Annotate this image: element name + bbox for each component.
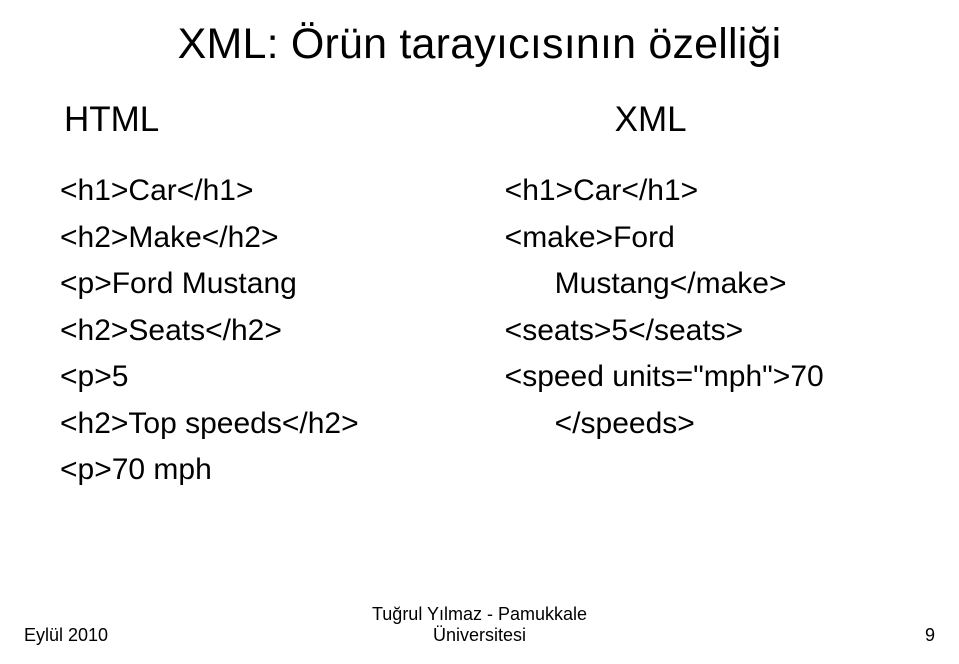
code-line: <h2>Seats</h2> bbox=[60, 308, 454, 355]
slide-title: XML: Örün tarayıcısının özelliği bbox=[0, 20, 959, 69]
code-line: <p>Ford Mustang bbox=[60, 261, 454, 308]
code-line: <make>Ford bbox=[505, 215, 899, 262]
code-line: <p>5 bbox=[60, 354, 454, 401]
left-heading: HTML bbox=[60, 100, 454, 140]
code-line: <p>70 mph bbox=[60, 447, 454, 494]
code-line: <h2>Top speeds</h2> bbox=[60, 401, 454, 448]
code-line: <h2>Make</h2> bbox=[60, 215, 454, 262]
code-line: <speed units="mph">70 bbox=[505, 354, 899, 401]
code-line: <seats>5</seats> bbox=[505, 308, 899, 355]
footer: Eylül 2010 Tuğrul Yılmaz - Pamukkale Üni… bbox=[24, 604, 935, 646]
slide: XML: Örün tarayıcısının özelliği HTML <h… bbox=[0, 0, 959, 664]
code-line: <h1>Car</h1> bbox=[505, 168, 899, 215]
footer-center: Tuğrul Yılmaz - Pamukkale Üniversitesi bbox=[328, 604, 632, 646]
left-column: HTML <h1>Car</h1> <h2>Make</h2> <p>Ford … bbox=[60, 100, 454, 494]
right-heading: XML bbox=[505, 100, 899, 140]
footer-page-number: 9 bbox=[631, 625, 935, 646]
code-line: </speeds> bbox=[505, 401, 899, 448]
footer-left: Eylül 2010 bbox=[24, 625, 328, 646]
right-column: XML <h1>Car</h1> <make>Ford Mustang</mak… bbox=[505, 100, 899, 494]
code-line: Mustang</make> bbox=[505, 261, 899, 308]
code-line: <h1>Car</h1> bbox=[60, 168, 454, 215]
columns: HTML <h1>Car</h1> <h2>Make</h2> <p>Ford … bbox=[60, 100, 899, 494]
